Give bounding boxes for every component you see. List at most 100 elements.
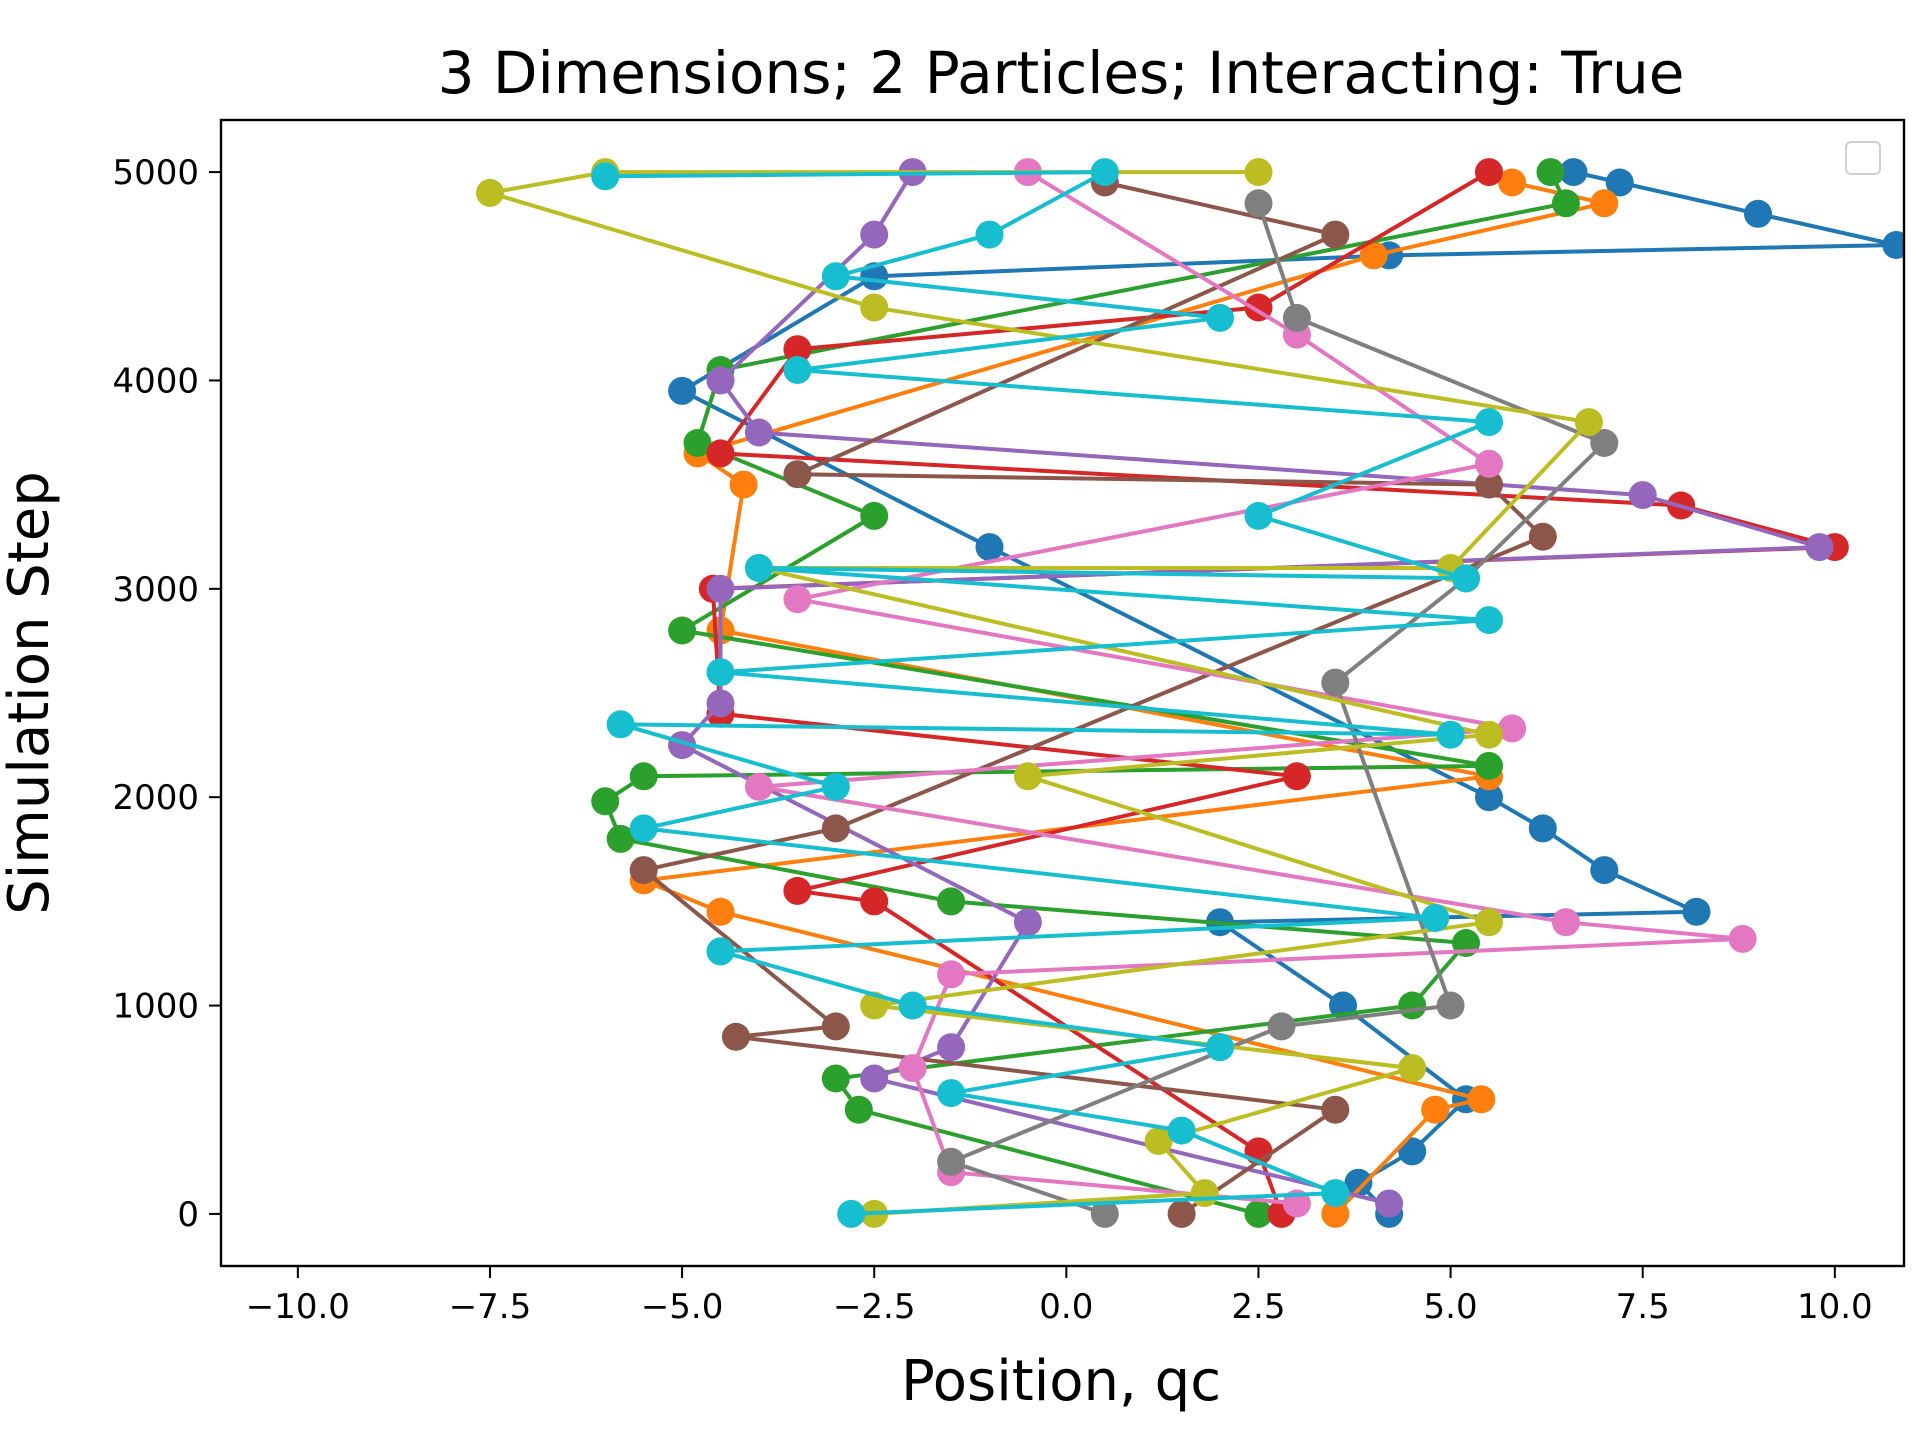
series-0-point-11 [668,376,697,405]
series-2-point-9 [1475,751,1503,780]
series-5-point-8 [783,460,812,489]
series-2-point-14 [1551,189,1580,218]
series-6-point-4 [1728,924,1757,953]
x-tick-label-5: 2.5 [1231,1287,1285,1327]
series-0-point-8 [1528,814,1557,843]
series-9-point-7 [1421,904,1450,932]
series-4-point-5 [706,689,735,718]
series-7-point-4 [1321,668,1350,697]
series-1-point-11 [1498,168,1527,197]
series-4-point-7 [1805,533,1834,562]
y-tick-label-1: 1000 [112,987,199,1027]
series-1-point-9 [1359,241,1388,270]
series-3-point-4 [1282,762,1311,791]
series-9-point-22 [1090,158,1119,187]
series-5-point-4 [629,856,658,885]
series-3-point-3 [783,876,812,905]
series-6-point-6 [744,772,773,801]
series-9-point-23 [591,162,620,191]
series-6 [744,158,1757,1218]
series-7-point-6 [1590,429,1619,457]
series-5-point-1 [1321,1095,1350,1124]
series-5-point-2 [721,1022,750,1051]
series-0-point-17 [1559,158,1588,187]
series-9-point-21 [975,220,1004,249]
series-0-point-7 [1590,856,1619,885]
ticks-layer: −10.0 −7.5 −5.0 −2.5 0.0 2.5 5.0 7.5 10.0 0 1000 20… [112,153,1872,1327]
series-2-point-15 [1536,158,1565,187]
series-4-point-8 [1628,481,1657,510]
series-0-point-16 [1605,168,1634,197]
plot-frame [219,118,1906,1268]
x-tick-label-4: 0.0 [1039,1287,1093,1327]
series-2-point-12 [683,429,712,457]
x-tick-label-2: −5.0 [641,1287,724,1327]
series-0-point-6 [1682,897,1711,926]
series-6-point-3 [937,960,966,989]
series-9-line [605,170,1490,1216]
series-9-point-10 [606,710,635,739]
series-6-point-7 [1498,714,1527,743]
series-1-point-3 [706,897,735,926]
series-8-point-1 [1190,1179,1219,1208]
series-4 [668,158,1834,1218]
series-1-point-7 [729,470,758,499]
series-7-point-7 [1282,303,1311,332]
series-5-point-6 [1528,522,1557,551]
series-2-point-10 [668,616,697,645]
series-2-point-5 [937,887,966,916]
series-0-point-1 [1344,1168,1373,1197]
series-9-point-4 [1206,1033,1234,1062]
series-8-point-14 [1244,158,1273,187]
series-2-point-2 [821,1064,850,1093]
series-8-point-3 [1398,1054,1427,1083]
series-5-point-3 [821,1012,850,1041]
y-tick-label-0: 0 [177,1195,199,1235]
series-layer [476,158,1904,1228]
series-9-point-11 [1436,720,1465,749]
series-8-point-5 [1475,908,1503,937]
series-9-point-6 [706,937,735,966]
series-9-point-3 [937,1079,966,1108]
x-tick-label-7: 7.5 [1616,1287,1670,1327]
series-0-point-2 [1398,1137,1427,1166]
x-tick-label-0: −10.0 [246,1287,350,1327]
series-9-point-2 [1167,1116,1196,1145]
series-7-point-0 [1090,1199,1119,1228]
series-2-point-3 [1398,991,1427,1020]
series-8-point-11 [860,293,889,322]
series-5-point-0 [1167,1199,1196,1228]
series-5-point-7 [1475,470,1503,499]
series-2 [591,158,1580,1228]
series-7-point-8 [1244,189,1273,218]
series-9-point-0 [837,1199,866,1228]
series-0-point-10 [975,533,1004,562]
series-8-point-12 [476,178,504,207]
series-6-point-8 [783,585,812,614]
series-4-point-11 [860,220,889,249]
y-tick-label-5: 5000 [112,153,199,193]
series-4-point-1 [860,1064,889,1093]
series-4-point-9 [744,418,773,447]
series-9-point-9 [821,772,850,801]
series-1-point-1 [1421,1095,1450,1124]
series-9-point-17 [1475,408,1503,437]
series-2-point-0 [1244,1199,1273,1228]
series-9 [591,158,1503,1228]
series-9-point-1 [1321,1179,1350,1208]
x-tick-label-3: −2.5 [833,1287,916,1327]
series-8-point-10 [1574,408,1603,437]
x-tick-label-1: −7.5 [449,1287,532,1327]
series-9-point-18 [783,356,812,384]
series-9-point-20 [821,262,850,291]
series-2-point-6 [606,824,635,853]
series-8-point-7 [1475,720,1503,749]
series-6-line [758,170,1743,1206]
series-5 [629,168,1557,1228]
series-9-point-12 [706,658,735,687]
y-tick-label-4: 4000 [112,361,199,401]
y-tick-label-2: 2000 [112,778,199,818]
series-3-point-9 [706,439,735,468]
x-tick-label-6: 5.0 [1424,1287,1478,1327]
series-5-point-5 [821,814,850,843]
